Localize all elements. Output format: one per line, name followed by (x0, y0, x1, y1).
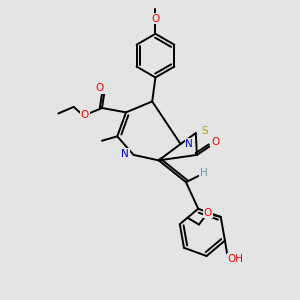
Text: H: H (200, 169, 207, 178)
Text: O: O (151, 14, 160, 23)
Text: N: N (121, 149, 129, 159)
Text: O: O (203, 208, 212, 218)
Text: O: O (96, 83, 104, 93)
Text: O: O (211, 137, 220, 147)
Text: OH: OH (228, 254, 244, 264)
Text: N: N (185, 139, 193, 149)
Text: O: O (80, 110, 89, 119)
Text: S: S (201, 126, 208, 136)
